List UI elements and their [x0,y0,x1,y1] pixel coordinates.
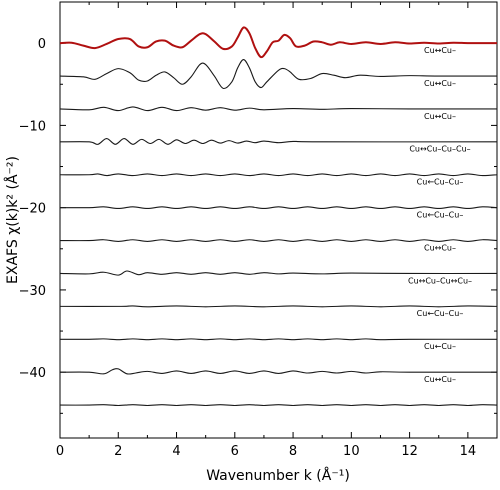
x-tick-label: 14 [460,444,477,459]
series-line-6 [59,239,498,242]
x-axis-label: Wavenumber k (Å⁻¹) [206,467,350,484]
x-tick-label: 4 [172,444,180,459]
series-labels: Cu↔Cu–Cu↔Cu–Cu↔Cu–Cu↔Cu–Cu–Cu–Cu←Cu–Cu–C… [408,46,472,384]
series-line-4 [59,173,498,177]
x-tick-label: 8 [289,444,297,459]
series-line-8 [59,305,498,308]
series-label: Cu←Cu–Cu– [417,309,464,318]
series-line-2 [59,106,498,112]
x-tick-label: 12 [401,444,418,459]
axis-ticks: 0 2 4 6 8 10 12 14 0 −10 −20 −30 −40 [19,1,497,459]
x-tick-label: 2 [114,444,122,459]
x-tick-label: 0 [56,444,64,459]
y-tick-label: −20 [19,202,46,217]
series-line-7 [59,270,498,276]
series-label: Cu↔Cu– [424,46,456,55]
series-line-10 [59,368,498,375]
series-line-11 [59,404,498,407]
series-line-total [59,26,497,59]
y-tick-label: −40 [19,366,46,381]
series-label: Cu↔Cu– [424,112,456,121]
y-tick-label: −30 [19,284,46,299]
series-label: Cu↔Cu– [424,375,456,384]
series-label: Cu↔Cu–Cu↔Cu– [408,276,472,285]
series-line-9 [59,338,498,341]
x-tick-label: 6 [231,444,239,459]
series-label: Cu↔Cu– [424,79,456,88]
series-line-3 [59,138,498,145]
series-label: Cu←Cu– [424,342,456,351]
series-label: Cu←Cu–Cu– [417,178,464,187]
chart-series [59,26,498,407]
series-line-5 [59,206,498,210]
x-tick-label: 10 [343,444,360,459]
y-tick-label: 0 [38,37,46,52]
y-axis-label: EXAFS χ(k)k² (Å⁻²) [4,156,21,284]
series-label: Cu↔Cu–Cu–Cu– [409,145,470,154]
y-tick-label: −10 [19,119,46,134]
series-line-1 [59,59,498,90]
series-label: Cu↔Cu– [424,243,456,252]
plot-frame [59,1,498,439]
series-label: Cu←Cu–Cu– [417,211,464,220]
